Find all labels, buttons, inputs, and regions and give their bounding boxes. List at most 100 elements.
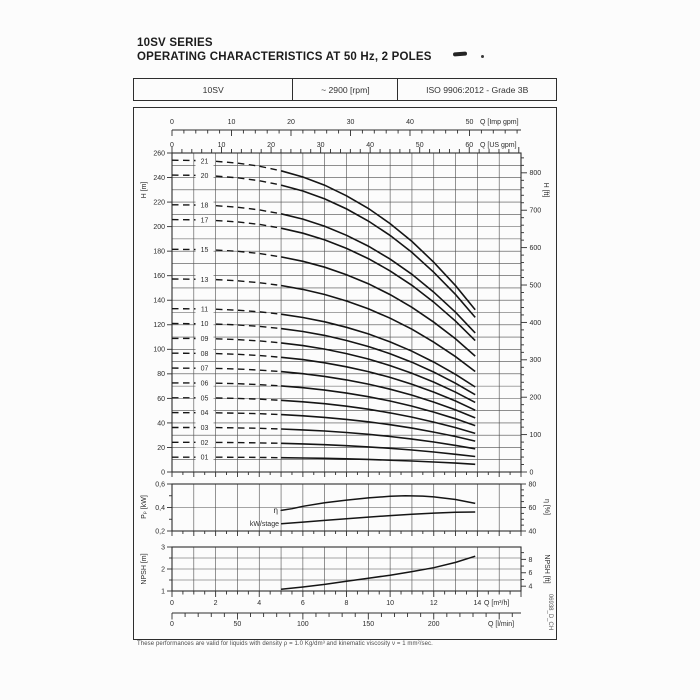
h-ft-tick-label: 100 [530, 432, 542, 439]
stage-label-18: 18 [201, 203, 209, 210]
stage-label-bg-10 [195, 318, 214, 330]
h-m-tick-label: 20 [157, 445, 165, 452]
h-ft-axis-label: H [ft] [542, 183, 549, 198]
stage-curve-08 [281, 356, 476, 411]
stage-curve-dashed-06 [171, 382, 282, 387]
stage-label-05: 05 [201, 395, 209, 402]
stage-label-bg-08 [195, 348, 214, 359]
kw-tick-label: 0,2 [155, 528, 165, 535]
imp-gpm-tick-label: 20 [287, 119, 295, 126]
stage-curve-dashed-17 [171, 218, 282, 229]
stage-curve-dashed-01 [172, 456, 282, 459]
us-gpm-tick-label: 0 [170, 142, 174, 149]
kw-tick-label: 0,4 [155, 505, 165, 512]
stage-curve-dashed-13 [171, 278, 282, 287]
stage-label-04: 04 [201, 410, 209, 417]
eta-curve-label: η [274, 506, 278, 515]
stage-label-03: 03 [201, 425, 209, 432]
stage-curve-17 [280, 227, 476, 342]
stage-curve-dashed-07 [171, 367, 282, 373]
stage-label-bg-05 [195, 392, 214, 404]
m3h-tick-label: 0 [170, 600, 174, 607]
stage-curve-dashed-09 [171, 337, 282, 344]
kw-tick-label: 0,6 [155, 481, 165, 488]
h-ft-tick-label: 400 [530, 320, 542, 327]
m3h-axis-label: Q [m³/h] [484, 600, 509, 607]
h-m-tick-label: 120 [153, 322, 165, 329]
h-ft-tick-label: 700 [530, 208, 542, 215]
npsh-ft-tick-label: 6 [529, 570, 533, 577]
stage-label-bg-01 [195, 451, 214, 463]
m3h-tick-label: 2 [214, 600, 218, 607]
stage-curve-02 [281, 442, 476, 458]
stage-curve-dashed-02 [172, 441, 282, 444]
h-ft-tick-label: 800 [530, 170, 542, 177]
stage-curve-21 [280, 170, 476, 311]
lmin-axis-label: Q [l/min] [488, 621, 514, 628]
npsh-m-axis: 1 2 3 NPSH [m] [141, 544, 172, 595]
npsh-ft-tick-label: 8 [529, 557, 533, 564]
lmin-tick-label: 0 [170, 621, 174, 628]
stage-curve-dashed-04 [171, 411, 282, 416]
m3h-tick-label: 12 [430, 600, 438, 607]
chart-grids [172, 153, 521, 591]
chart-outer-box [133, 107, 557, 640]
stage-curve-09 [281, 342, 476, 404]
stage-curve-dashed-20 [171, 174, 282, 186]
stage-curve-dashed-08 [171, 352, 282, 358]
stage-label-bg-07 [195, 363, 214, 374]
h-ft-tick-label: 0 [530, 469, 534, 476]
stage-label-02: 02 [201, 440, 209, 447]
title-series: 10SV SERIES [137, 37, 213, 49]
h-m-tick-label: 200 [153, 224, 165, 231]
stage-label-13: 13 [201, 277, 209, 284]
eta-tick-label: 60 [529, 505, 537, 512]
h-m-tick-label: 240 [153, 175, 165, 182]
eta-tick-label: 80 [529, 481, 537, 488]
stage-curve-18 [280, 213, 476, 334]
h-m-tick-label: 80 [157, 371, 165, 378]
stage-label-10: 10 [201, 321, 209, 328]
stage-label-bg-09 [195, 333, 214, 344]
stage-label-07: 07 [201, 366, 209, 373]
stage-curve-11 [280, 313, 476, 388]
power-axis: 0,2 0,4 0,6 Pₚ [kW] [141, 481, 172, 535]
h-m-tick-label: 140 [153, 298, 165, 305]
stage-labels: 01 02 03 04 05 06 07 08 09 10 11 13 15 17 18 20 21 [195, 155, 214, 463]
lmin-tick-label: 150 [362, 621, 374, 628]
stage-label-08: 08 [201, 351, 209, 358]
us-gpm-tick-label: 30 [317, 142, 325, 149]
h-ft-tick-label: 600 [530, 245, 542, 252]
stage-curve-dashed-10 [171, 322, 282, 330]
us-gpm-tick-label: 20 [267, 142, 275, 149]
stage-curve-01 [281, 456, 476, 466]
m3h-tick-label: 4 [257, 600, 261, 607]
imp-gpm-tick-label: 0 [170, 119, 174, 126]
npsh-m-tick-label: 3 [161, 544, 165, 551]
header-table-row: 10SV ~ 2900 [rpm] ISO 9906:2012 - Grade … [132, 78, 557, 101]
npsh-ft-tick-label: 4 [529, 584, 533, 591]
stage-label-20: 20 [201, 173, 209, 180]
stage-curve-20 [280, 184, 476, 318]
stage-curve-10 [280, 327, 476, 396]
npsh-m-tick-label: 1 [161, 588, 165, 595]
m3h-tick-label: 6 [301, 600, 305, 607]
header-table: 10SV ~ 2900 [rpm] ISO 9906:2012 - Grade … [132, 78, 557, 101]
npsh-m-tick-label: 2 [161, 566, 165, 573]
imp-gpm-tick-label: 30 [347, 119, 355, 126]
us-gpm-tick-label: 50 [416, 142, 424, 149]
h-m-tick-label: 60 [157, 396, 165, 403]
h-m-axis: 0 20 40 60 80 100 120 140 160 180 200 220 240 260 H [m… [141, 150, 172, 476]
m3h-tick-label: 10 [386, 600, 394, 607]
imp-gpm-tick-label: 40 [406, 119, 414, 126]
stage-curve-03 [281, 428, 476, 450]
stage-label-11: 11 [201, 306, 208, 313]
stage-curve-13 [280, 284, 476, 373]
h-m-tick-label: 220 [153, 199, 165, 206]
h-m-tick-label: 40 [157, 420, 165, 427]
page-title: 10SV SERIES OPERATING CHARACTERISTICS AT… [137, 37, 432, 64]
stage-curve-dashed-18 [171, 204, 282, 215]
npsh-ft-axis-label: NPSH [ft] [543, 554, 550, 583]
m3h-axis: 0 2 4 6 8 10 12 14 Q [m³/h] [170, 591, 522, 607]
